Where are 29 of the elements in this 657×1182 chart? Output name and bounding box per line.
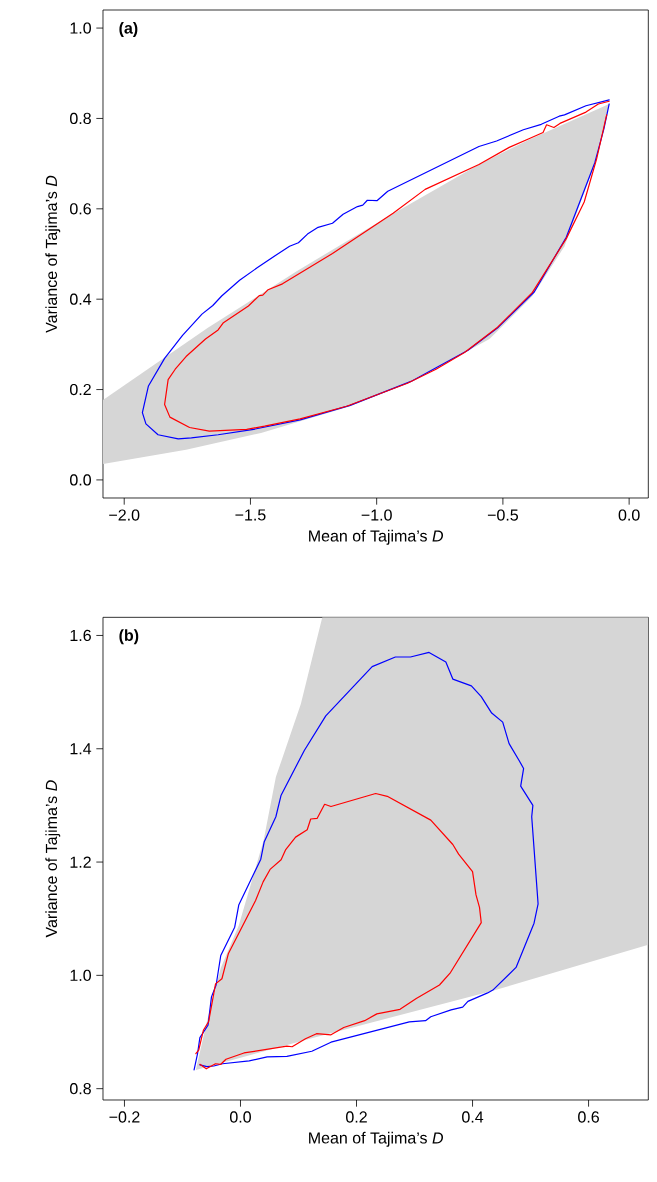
x-tick-label: 0.0 bbox=[230, 1111, 251, 1123]
y-tick-label: 1.4 bbox=[70, 743, 92, 755]
x-axis-title: Mean of Tajima’s D bbox=[309, 1131, 444, 1147]
x-tick-label: −0.2 bbox=[109, 1111, 140, 1123]
x-tick-label: −0.5 bbox=[487, 509, 519, 521]
y-axis-title: Variance of Tajima’s D bbox=[45, 780, 61, 938]
x-axis-title: Mean of Tajima’s D bbox=[309, 529, 444, 545]
line-series bbox=[195, 792, 482, 1070]
y-tick-label: 0.8 bbox=[70, 112, 91, 125]
y-tick-label: 1.0 bbox=[70, 22, 91, 34]
y-tick-label: 1.0 bbox=[70, 969, 91, 982]
line-series bbox=[193, 651, 539, 1071]
y-axis-title: Variance of Tajima’s D bbox=[45, 175, 61, 333]
y-tick-label: 1.6 bbox=[70, 629, 91, 642]
y-tick-label: 0.0 bbox=[70, 474, 91, 486]
x-tick-label: −1.5 bbox=[235, 509, 266, 521]
x-tick-label: 0.0 bbox=[618, 509, 640, 521]
y-tick-label: 0.2 bbox=[70, 383, 91, 396]
annotation: (b) bbox=[119, 629, 139, 645]
y-tick-label: 0.4 bbox=[70, 293, 92, 305]
y-tick-label: 0.8 bbox=[70, 1083, 91, 1095]
y-tick-label: 0.6 bbox=[70, 203, 91, 215]
annotation: (a) bbox=[119, 22, 138, 37]
x-tick-label: −2.0 bbox=[109, 509, 140, 521]
x-tick-label: 0.4 bbox=[462, 1111, 484, 1123]
y-tick-label: 1.2 bbox=[70, 856, 91, 868]
x-tick-label: 0.2 bbox=[346, 1111, 367, 1123]
x-tick-label: 0.6 bbox=[578, 1111, 599, 1123]
x-tick-label: −1.0 bbox=[361, 509, 392, 521]
